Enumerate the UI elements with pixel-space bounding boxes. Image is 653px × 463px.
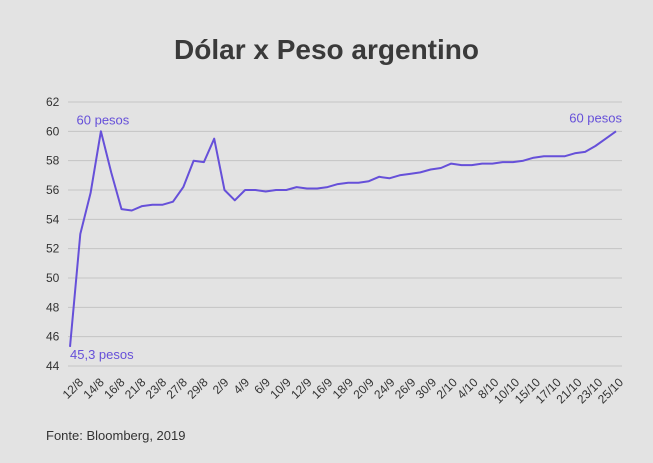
data-point [522,160,524,162]
y-tick-label: 48 [46,300,60,314]
data-point [594,145,596,147]
data-point [553,155,555,157]
data-point [450,163,452,165]
y-tick-label: 62 [46,95,60,109]
series-line [69,130,617,347]
data-point [460,164,462,166]
x-tick-label: 20/9 [350,375,377,402]
data-point [430,168,432,170]
x-tick-label: 30/9 [413,375,440,402]
y-tick-label: 50 [46,271,60,285]
data-point [306,188,308,190]
x-tick-label: 16/8 [101,375,128,402]
x-tick-label: 23/8 [143,375,170,402]
data-point [481,163,483,165]
data-point [182,186,184,188]
data-point [368,180,370,182]
data-point [90,192,92,194]
source-note: Fonte: Bloomberg, 2019 [46,428,186,443]
data-point [337,183,339,185]
data-annotation: 45,3 pesos [70,347,134,362]
data-point [79,233,81,235]
data-point [563,155,565,157]
x-tick-label: 4/10 [454,375,481,402]
x-tick-label: 16/9 [309,375,336,402]
x-tick-label: 4/9 [231,375,253,397]
x-tick-label: 14/8 [80,375,107,402]
y-tick-label: 58 [46,154,60,168]
data-point [512,161,514,163]
x-tick-label: 2/9 [210,375,232,397]
x-tick-label: 26/9 [392,375,419,402]
data-point [151,204,153,206]
data-point [100,130,102,132]
y-tick-label: 46 [46,330,60,344]
y-tick-label: 52 [46,242,60,256]
data-point [224,189,226,191]
x-tick-label: 12/9 [288,375,315,402]
data-point [296,186,298,188]
y-tick-label: 56 [46,183,60,197]
data-point [347,182,349,184]
x-tick-label: 2/10 [434,375,461,402]
data-point [265,190,267,192]
data-point [234,199,236,201]
data-point [141,205,143,207]
data-point [285,189,287,191]
data-point [388,177,390,179]
data-point [574,152,576,154]
data-point [275,189,277,191]
data-point [110,171,112,173]
y-tick-label: 44 [46,359,60,373]
data-point [543,155,545,157]
data-point [440,167,442,169]
data-point [316,188,318,190]
data-point [533,157,535,159]
data-point [131,210,133,212]
data-point [254,189,256,191]
data-point [203,161,205,163]
x-tick-label: 24/9 [371,375,398,402]
data-point [357,182,359,184]
data-point [378,176,380,178]
data-point [121,208,123,210]
x-tick-label: 29/8 [184,375,211,402]
y-tick-label: 60 [46,124,60,138]
data-point [615,130,617,132]
data-point [502,161,504,163]
data-point [419,171,421,173]
data-point [172,201,174,203]
data-point [491,163,493,165]
data-point [162,204,164,206]
data-point [244,189,246,191]
data-point [605,138,607,140]
x-tick-label: 21/8 [122,375,149,402]
data-point [409,173,411,175]
x-tick-label: 12/8 [60,375,87,402]
data-point [193,160,195,162]
data-annotation: 60 pesos [77,112,130,127]
x-tick-label: 27/8 [164,375,191,402]
data-point [213,138,215,140]
data-point [471,164,473,166]
y-tick-label: 54 [46,212,60,226]
data-point [399,174,401,176]
data-point [584,151,586,153]
x-tick-label: 18/9 [330,375,357,402]
chart-title: Dólar x Peso argentino [174,34,479,65]
x-tick-label: 10/9 [267,375,294,402]
data-annotation: 60 pesos [569,110,622,125]
data-point [327,186,329,188]
